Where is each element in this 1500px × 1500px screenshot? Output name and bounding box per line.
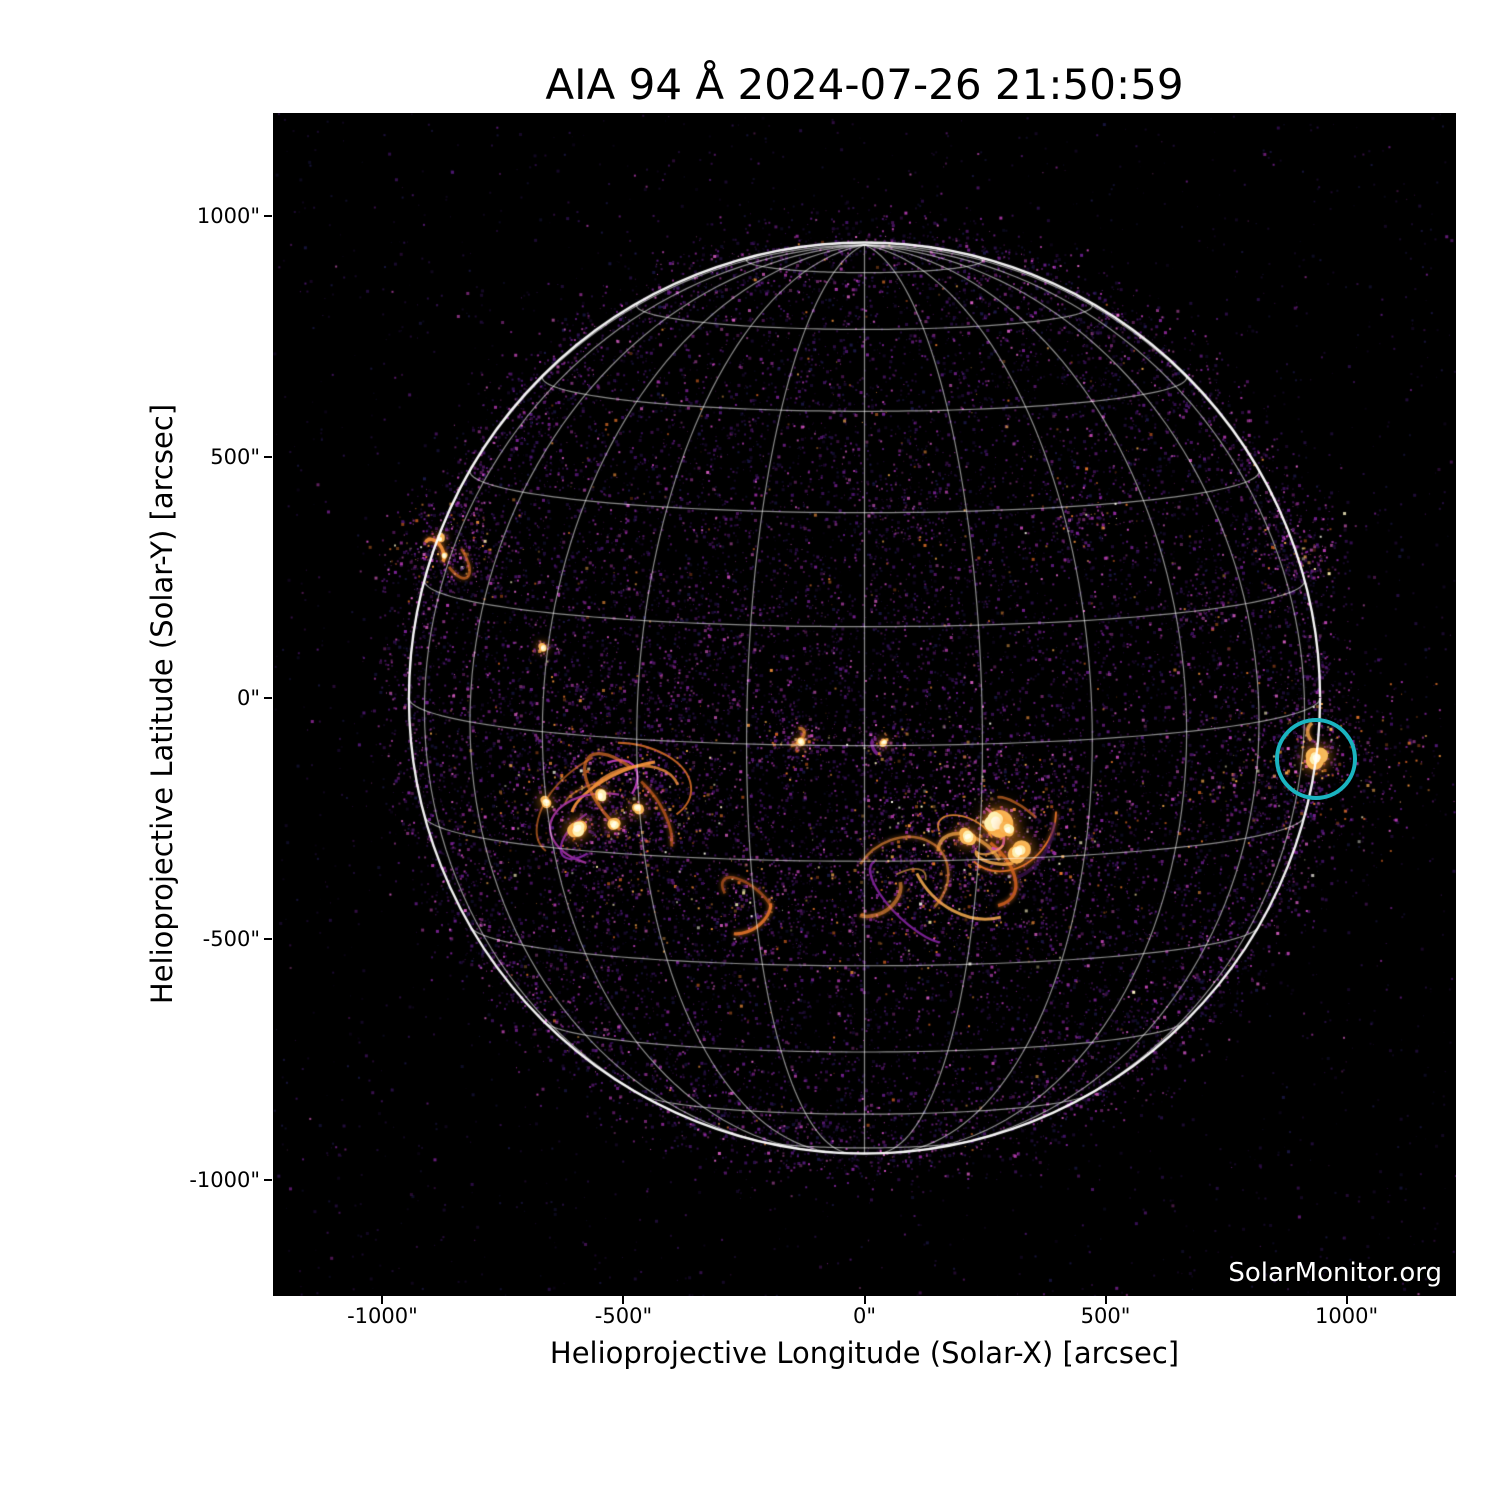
y-tick-mark	[264, 938, 272, 941]
x-tick-mark	[622, 1296, 625, 1304]
y-tick-label: -500"	[202, 927, 260, 952]
x-tick-label: 1000"	[1315, 1304, 1379, 1328]
y-tick-mark	[264, 1179, 272, 1182]
x-tick-mark	[381, 1296, 384, 1304]
aia-94-solar-image	[273, 113, 1456, 1296]
x-tick-mark	[1345, 1296, 1348, 1304]
y-axis-label: Helioprojective Latitude (Solar-Y) [arcs…	[145, 403, 179, 1005]
y-tick-mark	[264, 214, 272, 217]
x-tick-mark	[1104, 1296, 1107, 1304]
watermark: SolarMonitor.org	[1228, 1258, 1442, 1289]
y-tick-label: 0"	[236, 685, 260, 710]
x-tick-mark	[863, 1296, 866, 1304]
x-tick-label: 500"	[1080, 1304, 1131, 1328]
solar-disk-plot: SolarMonitor.org	[273, 113, 1456, 1296]
y-tick-label: -1000"	[189, 1168, 260, 1193]
y-tick-label: 500"	[210, 444, 260, 469]
image-title: AIA 94 Å 2024-07-26 21:50:59	[545, 60, 1184, 109]
y-tick-mark	[264, 696, 272, 699]
x-tick-label: 0"	[852, 1304, 877, 1328]
x-tick-label: -500"	[594, 1304, 653, 1328]
y-tick-mark	[264, 455, 272, 458]
x-tick-label: -1000"	[347, 1304, 418, 1328]
y-tick-label: 1000"	[196, 203, 260, 228]
x-axis-label: Helioprojective Longitude (Solar-X) [arc…	[549, 1336, 1180, 1370]
